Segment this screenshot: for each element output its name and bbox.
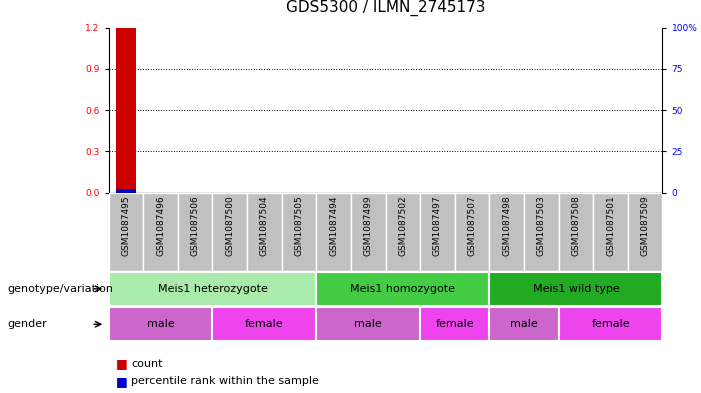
Text: Meis1 homozygote: Meis1 homozygote (350, 284, 456, 294)
Text: GSM1087509: GSM1087509 (641, 196, 650, 257)
Bar (316, 272, 489, 306)
Text: GSM1087503: GSM1087503 (537, 196, 546, 257)
Text: GSM1087494: GSM1087494 (329, 196, 338, 256)
Bar (116, 28, 137, 193)
Text: GSM1087497: GSM1087497 (433, 196, 442, 256)
Text: GSM1087499: GSM1087499 (364, 196, 373, 256)
Text: ■: ■ (116, 357, 128, 370)
Text: Meis1 heterozygote: Meis1 heterozygote (158, 284, 267, 294)
Bar (116, 189, 137, 193)
Bar (593, 193, 628, 271)
Text: GSM1087508: GSM1087508 (571, 196, 580, 257)
Text: female: female (245, 319, 284, 329)
Bar (178, 193, 212, 271)
Bar (109, 272, 316, 306)
Text: GSM1087505: GSM1087505 (294, 196, 304, 257)
Bar (351, 193, 386, 271)
Bar (247, 193, 282, 271)
Text: GSM1087504: GSM1087504 (260, 196, 269, 256)
Bar (212, 193, 247, 271)
Text: GSM1087498: GSM1087498 (502, 196, 511, 256)
Text: percentile rank within the sample: percentile rank within the sample (131, 376, 319, 386)
Text: ■: ■ (116, 375, 128, 388)
Text: female: female (591, 319, 629, 329)
Bar (489, 272, 662, 306)
Bar (420, 193, 455, 271)
Text: male: male (147, 319, 175, 329)
Bar (212, 307, 316, 341)
Text: GSM1087502: GSM1087502 (398, 196, 407, 256)
Text: GDS5300 / ILMN_2745173: GDS5300 / ILMN_2745173 (286, 0, 485, 16)
Text: female: female (435, 319, 474, 329)
Text: GSM1087495: GSM1087495 (121, 196, 130, 256)
Text: Meis1 wild type: Meis1 wild type (533, 284, 619, 294)
Bar (489, 193, 524, 271)
Text: male: male (355, 319, 382, 329)
Bar (282, 193, 316, 271)
Bar (455, 193, 489, 271)
Bar (316, 193, 351, 271)
Bar (524, 193, 559, 271)
Bar (628, 193, 662, 271)
Text: GSM1087496: GSM1087496 (156, 196, 165, 256)
Bar (559, 193, 593, 271)
Text: gender: gender (7, 319, 47, 329)
Text: GSM1087501: GSM1087501 (606, 196, 615, 257)
Text: male: male (510, 319, 538, 329)
Text: GSM1087507: GSM1087507 (468, 196, 477, 257)
Bar (109, 193, 143, 271)
Bar (143, 193, 178, 271)
Bar (316, 307, 420, 341)
Text: GSM1087506: GSM1087506 (191, 196, 200, 257)
Text: GSM1087500: GSM1087500 (225, 196, 234, 257)
Bar (559, 307, 662, 341)
Bar (420, 307, 489, 341)
Text: count: count (131, 358, 163, 369)
Bar (489, 307, 559, 341)
Text: genotype/variation: genotype/variation (7, 284, 113, 294)
Bar (386, 193, 420, 271)
Bar (109, 307, 212, 341)
